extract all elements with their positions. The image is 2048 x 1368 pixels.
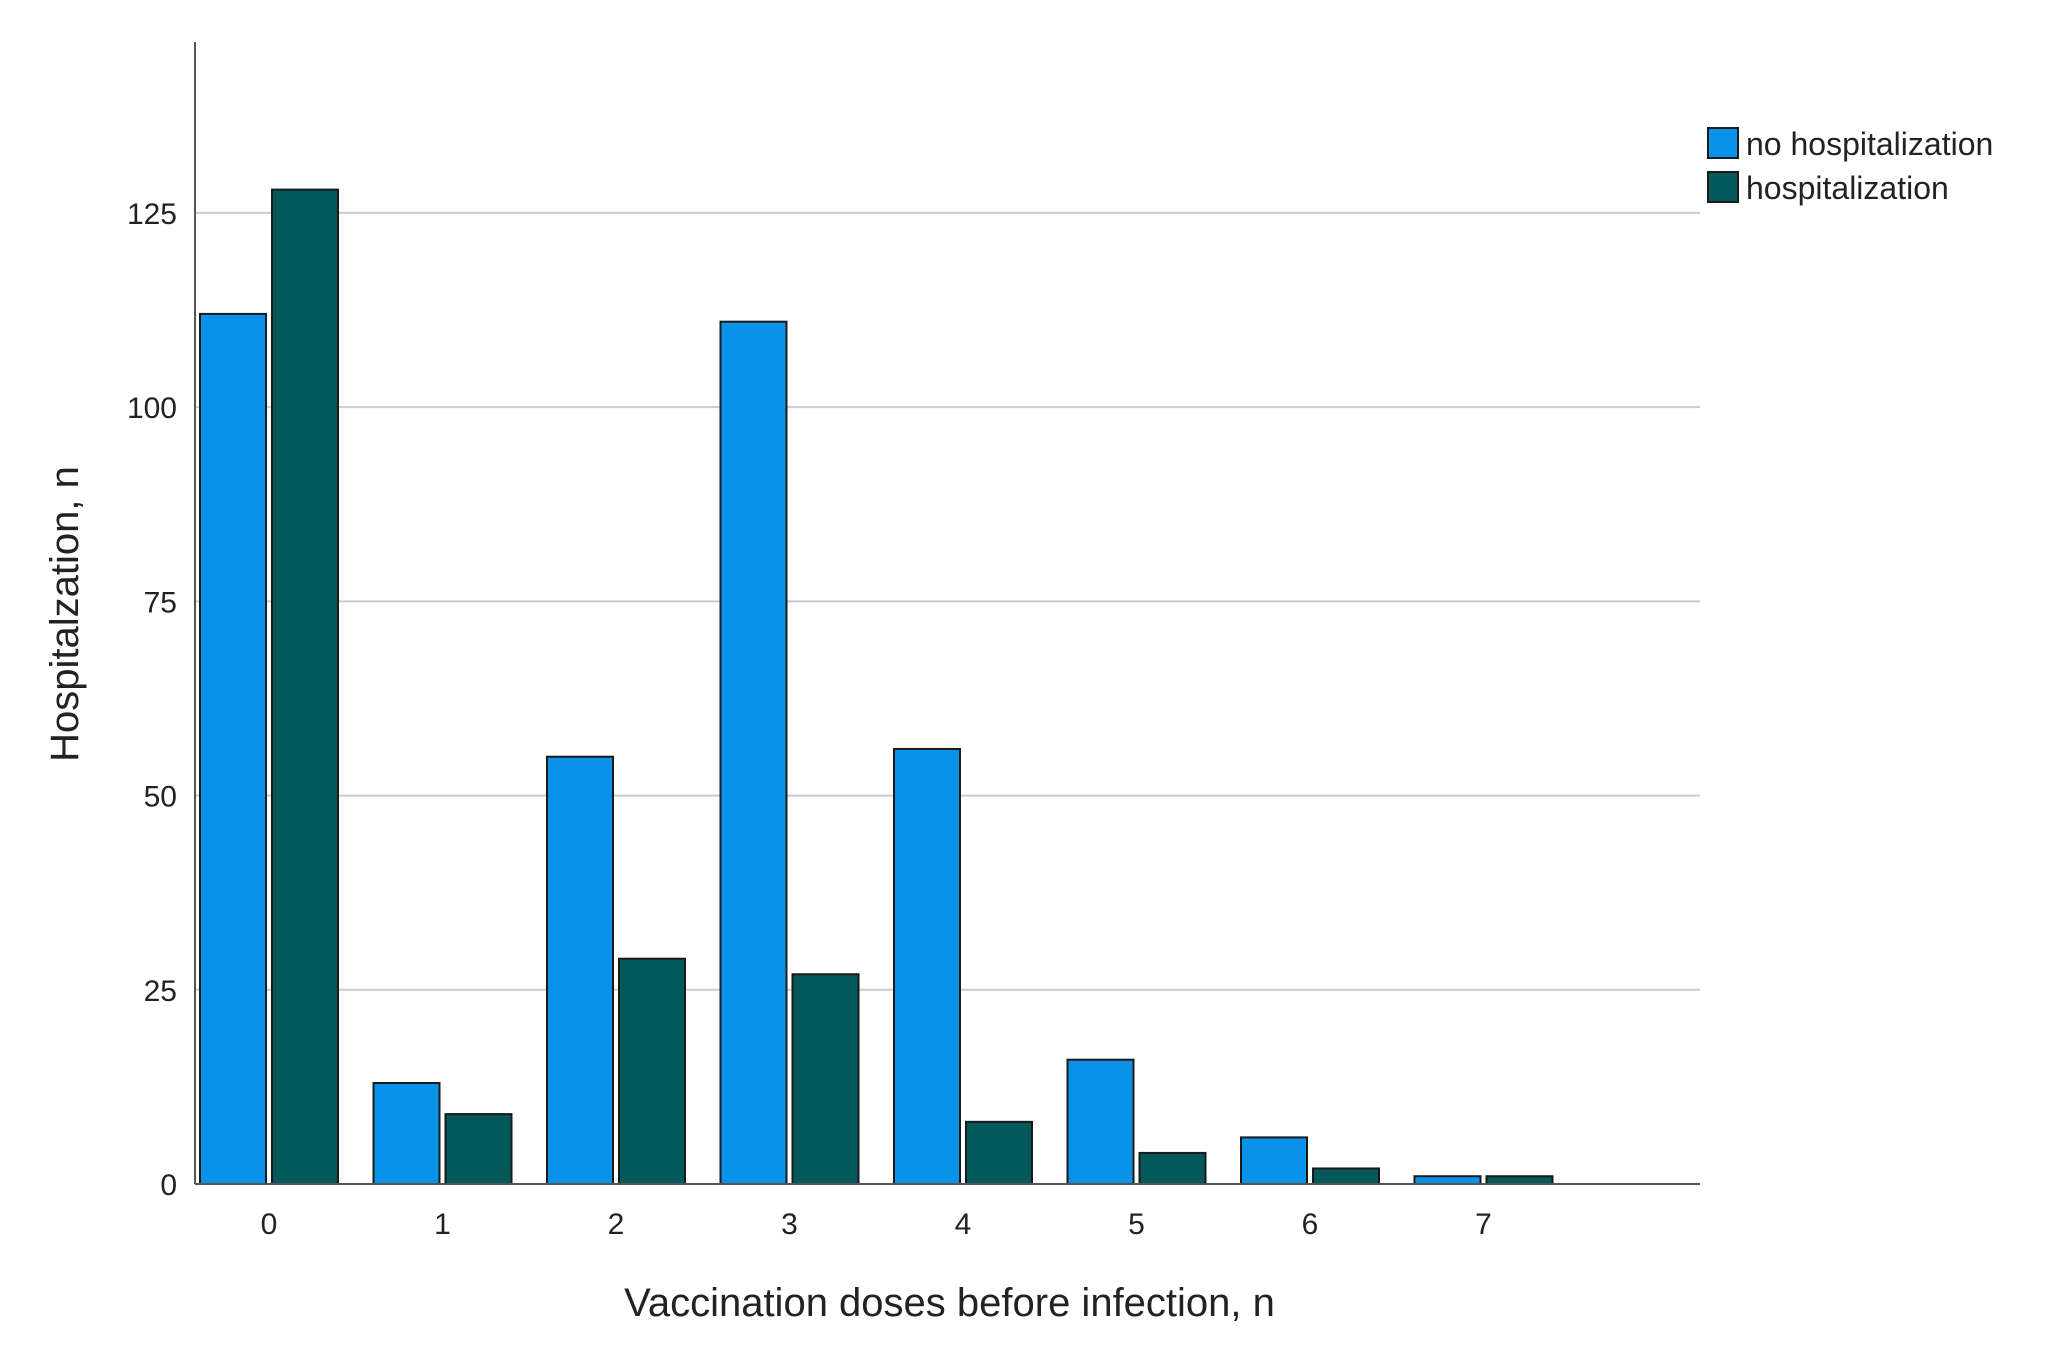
x-tick-label: 3: [781, 1208, 798, 1241]
x-tick-label: 4: [955, 1208, 972, 1241]
y-tick-label: 0: [160, 1169, 177, 1202]
x-tick-label: 2: [608, 1208, 625, 1241]
bar-hospitalization-0: [271, 188, 339, 1185]
bar-no-hospitalization-5: [1066, 1058, 1135, 1185]
bars: [199, 188, 1554, 1186]
y-tick-label: 100: [127, 392, 177, 425]
bar-no-hospitalization-6: [1240, 1136, 1308, 1185]
x-axis-title: Vaccination doses before infection, n: [624, 1281, 1275, 1325]
bar-hospitalization-6: [1312, 1167, 1380, 1185]
x-tick-label: 5: [1128, 1208, 1145, 1241]
bar-hospitalization-4: [965, 1120, 1033, 1185]
axes: [194, 42, 1700, 1185]
legend-label-hospitalization: hospitalization: [1746, 170, 1949, 206]
y-tick-label: 125: [127, 198, 177, 231]
bar-no-hospitalization-4: [893, 747, 961, 1185]
legend-swatch-hospitalization: [1707, 171, 1739, 203]
y-tick-label: 75: [144, 586, 177, 619]
bar-hospitalization-2: [618, 957, 686, 1185]
gridlines: [195, 211, 1700, 991]
bar-hospitalization-3: [791, 973, 860, 1185]
y-tick-labels: 0 25 50 75 100 125: [127, 198, 177, 1202]
bar-no-hospitalization-0: [199, 312, 267, 1185]
legend-swatch-no-hospitalization: [1707, 127, 1739, 159]
x-tick-label: 7: [1475, 1208, 1492, 1241]
y-tick-label: 50: [144, 781, 177, 814]
bar-hospitalization-5: [1138, 1151, 1207, 1185]
x-tick-labels: 0 1 2 3 4 5 6 7: [261, 1208, 1492, 1241]
bar-hospitalization-1: [444, 1113, 513, 1186]
legend: no hospitalization hospitalization: [1707, 126, 1993, 206]
bar-no-hospitalization-7: [1413, 1175, 1482, 1186]
bar-no-hospitalization-3: [719, 320, 788, 1185]
x-tick-label: 1: [434, 1208, 451, 1241]
y-axis-title: Hospitalzation, n: [43, 466, 87, 762]
bar-hospitalization-7: [1485, 1175, 1554, 1186]
bar-no-hospitalization-1: [372, 1082, 441, 1186]
legend-label-no-hospitalization: no hospitalization: [1746, 126, 1993, 162]
bar-no-hospitalization-2: [546, 755, 614, 1185]
x-tick-label: 0: [261, 1208, 278, 1241]
x-tick-label: 6: [1302, 1208, 1319, 1241]
y-tick-label: 25: [144, 975, 177, 1008]
